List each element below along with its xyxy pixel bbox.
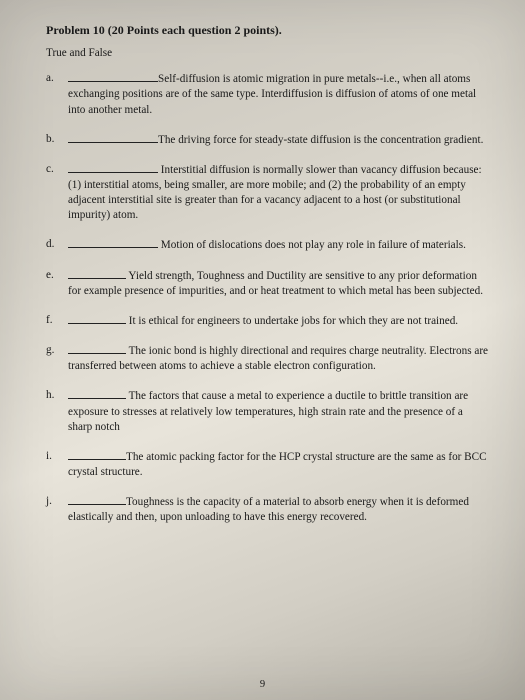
answer-blank[interactable] [68, 132, 158, 143]
question-body: Interstitial diffusion is normally slowe… [68, 162, 489, 224]
question-label: g. [46, 343, 68, 374]
question-label: b. [46, 132, 68, 148]
question-body: The factors that cause a metal to experi… [68, 388, 489, 434]
question-item: h. The factors that cause a metal to exp… [46, 388, 489, 434]
question-label: h. [46, 388, 68, 434]
question-label: d. [46, 237, 68, 253]
question-label: c. [46, 162, 68, 224]
question-label: i. [46, 449, 68, 480]
question-body: The atomic packing factor for the HCP cr… [68, 449, 489, 480]
section-subtitle: True and False [46, 46, 489, 61]
question-label: e. [46, 268, 68, 299]
question-label: a. [46, 71, 68, 117]
question-item: g. The ionic bond is highly directional … [46, 343, 489, 374]
question-body: Self-diffusion is atomic migration in pu… [68, 71, 489, 117]
question-body: The driving force for steady-state diffu… [68, 132, 489, 148]
question-item: b. The driving force for steady-state di… [46, 132, 489, 148]
exam-page: Problem 10 (20 Points each question 2 po… [0, 0, 525, 700]
question-body: Motion of dislocations does not play any… [68, 237, 489, 253]
question-body: The ionic bond is highly directional and… [68, 343, 489, 374]
answer-blank[interactable] [68, 388, 126, 399]
question-label: f. [46, 313, 68, 329]
answer-blank[interactable] [68, 343, 126, 354]
question-list: a. Self-diffusion is atomic migration in… [46, 71, 489, 525]
question-text: The ionic bond is highly directional and… [68, 345, 488, 372]
question-item: j. Toughness is the capacity of a materi… [46, 494, 489, 525]
answer-blank[interactable] [68, 268, 126, 279]
answer-blank[interactable] [68, 313, 126, 324]
question-item: d. Motion of dislocations does not play … [46, 237, 489, 253]
question-label: j. [46, 494, 68, 525]
page-number: 9 [0, 678, 525, 692]
question-body: It is ethical for engineers to undertake… [68, 313, 489, 329]
question-item: i. The atomic packing factor for the HCP… [46, 449, 489, 480]
question-text: Toughness is the capacity of a material … [68, 496, 469, 523]
question-text: Yield strength, Toughness and Ductility … [68, 270, 483, 297]
problem-title: Problem 10 (20 Points each question 2 po… [46, 22, 489, 38]
question-body: Toughness is the capacity of a material … [68, 494, 489, 525]
question-text: The driving force for steady-state diffu… [158, 134, 483, 146]
answer-blank[interactable] [68, 237, 158, 248]
question-text: The factors that cause a metal to experi… [68, 390, 468, 432]
answer-blank[interactable] [68, 449, 126, 460]
question-item: c. Interstitial diffusion is normally sl… [46, 162, 489, 224]
answer-blank[interactable] [68, 162, 158, 173]
question-item: a. Self-diffusion is atomic migration in… [46, 71, 489, 117]
question-text: Motion of dislocations does not play any… [158, 239, 466, 251]
question-body: Yield strength, Toughness and Ductility … [68, 268, 489, 299]
answer-blank[interactable] [68, 71, 158, 82]
question-item: e. Yield strength, Toughness and Ductili… [46, 268, 489, 299]
answer-blank[interactable] [68, 494, 126, 505]
question-item: f. It is ethical for engineers to undert… [46, 313, 489, 329]
question-text: The atomic packing factor for the HCP cr… [68, 451, 487, 478]
question-text: It is ethical for engineers to undertake… [126, 315, 458, 327]
